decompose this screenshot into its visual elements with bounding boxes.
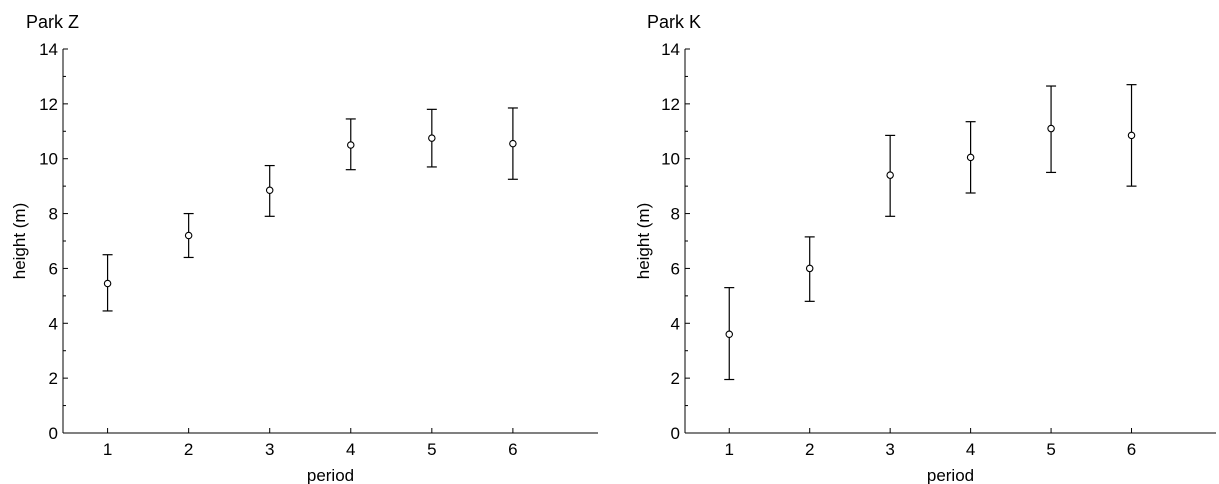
y-tick-label: 12: [661, 95, 680, 114]
chart-title: Park K: [647, 12, 701, 32]
y-tick-label: 0: [49, 424, 58, 443]
y-tick-label: 8: [671, 205, 680, 224]
x-tick-label: 5: [427, 440, 436, 459]
x-tick-label: 5: [1046, 440, 1055, 459]
y-tick-label: 10: [661, 150, 680, 169]
x-axis-label: period: [307, 466, 354, 484]
data-point: [103, 279, 112, 288]
x-tick-label: 2: [805, 440, 814, 459]
x-tick-label: 3: [265, 440, 274, 459]
x-tick-label: 4: [346, 440, 355, 459]
y-tick-label: 2: [671, 369, 680, 388]
data-point: [886, 171, 894, 179]
y-tick-label: 10: [39, 150, 58, 169]
x-tick-label: 6: [508, 440, 517, 459]
data-point: [805, 264, 814, 273]
x-tick-label: 4: [966, 440, 975, 459]
data-point: [1047, 124, 1055, 133]
x-tick-label: 3: [885, 440, 894, 459]
chart-title: Park Z: [26, 12, 79, 32]
y-tick-label: 0: [671, 424, 680, 443]
data-point: [428, 134, 436, 142]
data-point: [966, 153, 975, 162]
y-tick-label: 6: [49, 259, 58, 278]
y-tick-label: 4: [671, 314, 680, 333]
y-tick-label: 2: [49, 369, 58, 388]
y-tick-label: 8: [49, 205, 58, 224]
data-point: [509, 139, 517, 148]
y-tick-label: 14: [39, 40, 58, 59]
data-point: [347, 141, 355, 149]
x-tick-label: 2: [184, 440, 193, 459]
data-point: [1127, 131, 1136, 140]
data-point: [725, 330, 733, 339]
data-point: [265, 186, 274, 195]
y-tick-label: 12: [39, 95, 58, 114]
y-axis-label: height (m): [634, 203, 653, 280]
x-tick-label: 1: [103, 440, 112, 459]
x-tick-label: 6: [1127, 440, 1136, 459]
y-axis-label: height (m): [10, 203, 29, 280]
x-axis-label: period: [927, 466, 974, 484]
x-tick-label: 1: [725, 440, 734, 459]
data-point: [184, 231, 193, 240]
y-tick-label: 14: [661, 40, 680, 59]
y-tick-label: 4: [49, 314, 58, 333]
y-tick-label: 6: [671, 259, 680, 278]
